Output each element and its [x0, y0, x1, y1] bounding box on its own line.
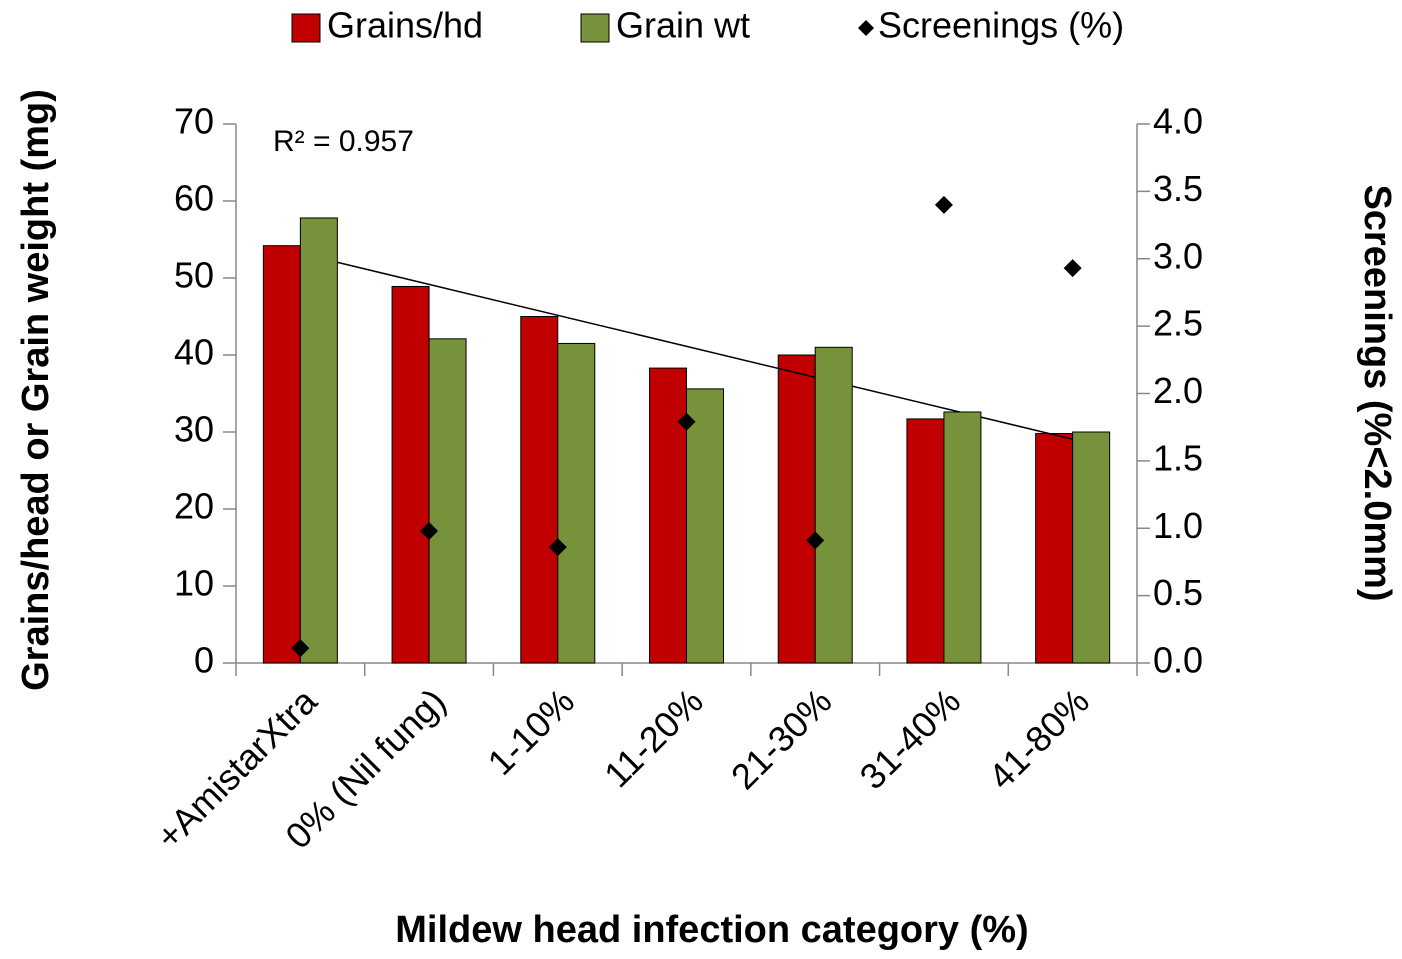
bar — [557, 342, 596, 664]
y2-tick-label: 1.5 — [1153, 437, 1203, 478]
legend-marker — [858, 20, 874, 36]
y-tick-label: 0 — [194, 640, 214, 681]
x-tick-label: 21-30% — [723, 680, 840, 797]
bar — [906, 418, 945, 664]
trendline — [300, 252, 1073, 440]
bar — [686, 388, 724, 664]
bar — [1072, 431, 1111, 664]
bar — [777, 354, 816, 664]
bar — [428, 338, 467, 664]
y-tick-label: 60 — [174, 178, 214, 219]
y2-tick-label: 2.0 — [1153, 370, 1203, 411]
bar — [262, 245, 301, 664]
y2-tick-label: 2.5 — [1153, 303, 1203, 344]
bar — [943, 411, 982, 664]
y2-tick-label: 0.5 — [1153, 572, 1203, 613]
x-axis-label: Mildew head infection category (%) — [395, 909, 1028, 951]
scatter-point — [1063, 259, 1082, 278]
legend-label: Grain wt — [616, 5, 750, 46]
y-tick-label: 40 — [174, 332, 214, 373]
scatter-point — [420, 521, 439, 540]
bar — [391, 285, 430, 664]
y-tick-label: 10 — [174, 563, 214, 604]
y-tick-label: 50 — [174, 255, 214, 296]
x-tick-label: 41-80% — [980, 680, 1097, 797]
y2-tick-label: 1.0 — [1153, 505, 1203, 546]
y2-tick-label: 3.5 — [1153, 168, 1203, 209]
bar — [814, 346, 853, 664]
scatter-point — [806, 531, 825, 550]
legend-swatch — [580, 13, 610, 43]
scatter-point — [291, 639, 310, 658]
bar — [520, 316, 559, 664]
y-axis-label: Grains/head or Grain weight (mg) — [15, 89, 57, 691]
bar — [299, 217, 338, 664]
y-tick-label: 70 — [174, 101, 214, 142]
legend-swatch — [291, 13, 321, 43]
x-tick-label: 31-40% — [852, 680, 969, 797]
scatter-point — [677, 412, 696, 431]
annotation: R² = 0.957 — [273, 125, 414, 158]
bar — [1035, 433, 1074, 664]
scatter-point — [934, 195, 953, 214]
x-tick-label: 1-10% — [480, 680, 583, 783]
y2-axis-label: Screenings (%<2.0mm) — [1356, 184, 1398, 601]
scatter-point — [548, 538, 567, 557]
y2-tick-label: 4.0 — [1153, 101, 1203, 142]
y2-tick-label: 0.0 — [1153, 640, 1203, 681]
y-tick-label: 30 — [174, 409, 214, 450]
bar — [649, 367, 687, 664]
legend-label: Screenings (%) — [878, 5, 1124, 46]
y-tick-label: 20 — [174, 486, 214, 527]
legend-label: Grains/hd — [327, 5, 483, 46]
y2-tick-label: 3.0 — [1153, 235, 1203, 276]
x-tick-label: 11-20% — [596, 680, 711, 795]
